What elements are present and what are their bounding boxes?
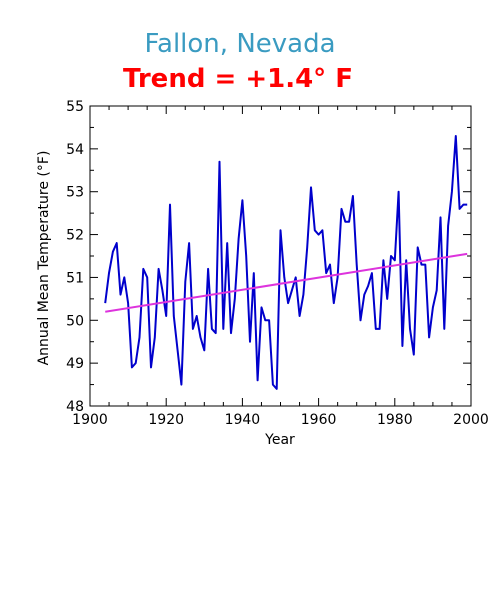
chart-title: Fallon, Nevada <box>144 29 335 59</box>
x-axis-label: Year <box>264 432 295 448</box>
x-tick-label: 1980 <box>377 412 413 428</box>
y-tick-label: 52 <box>66 228 84 244</box>
x-tick-label: 1900 <box>72 412 108 428</box>
y-tick-label: 50 <box>66 313 84 329</box>
y-tick-label: 53 <box>66 185 84 201</box>
y-tick-label: 54 <box>66 142 84 158</box>
trend-line <box>105 252 468 313</box>
y-tick-label: 51 <box>66 270 84 286</box>
temperature-series-line <box>104 135 468 390</box>
y-tick-label: 49 <box>66 356 84 372</box>
x-tick-label: 1960 <box>301 412 337 428</box>
x-tick-label: 1940 <box>225 412 261 428</box>
plot-area: 1900 1920 1940 1960 1980 2000 48 49 50 51 52 53 54 55 <box>66 99 489 428</box>
x-tick-label: 1920 <box>148 412 184 428</box>
y-axis-label: Annual Mean Temperature (°F) <box>36 151 52 366</box>
chart-subtitle: Trend = +1.4° F <box>123 64 353 94</box>
y-tick-label: 48 <box>66 399 84 415</box>
x-tick-label: 2000 <box>453 412 489 428</box>
y-tick-label: 55 <box>66 99 84 115</box>
